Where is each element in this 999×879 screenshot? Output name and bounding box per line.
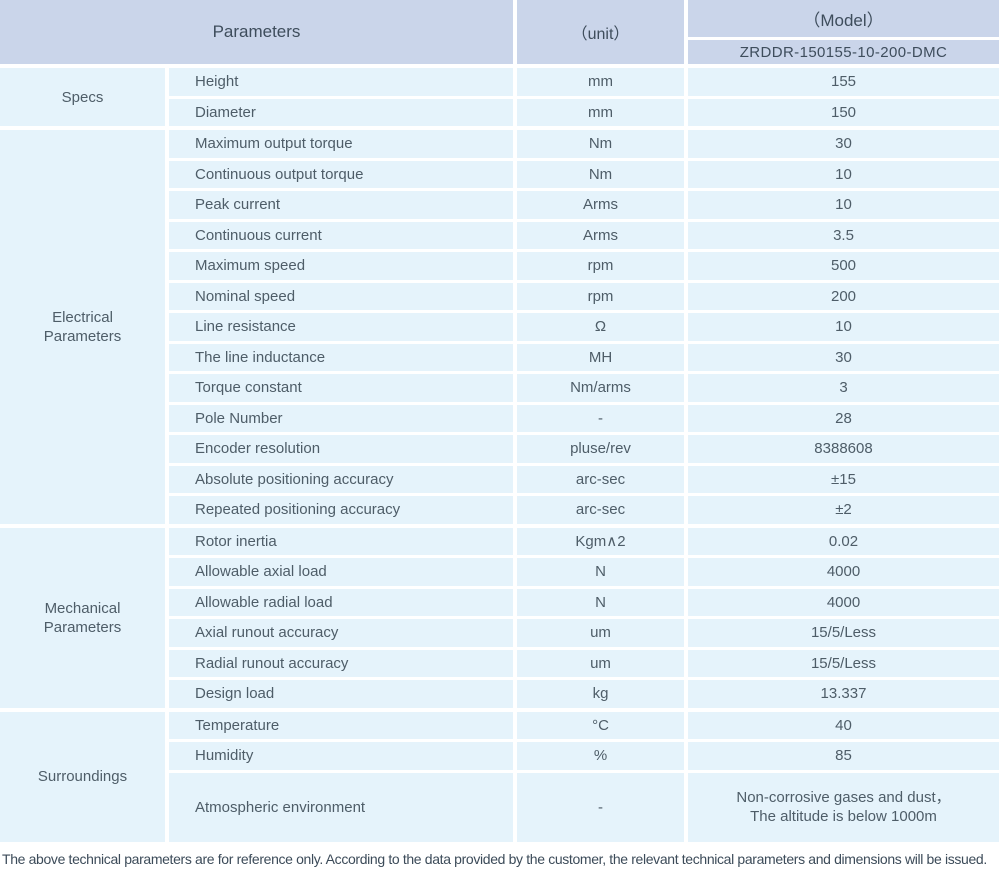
unit-cell: - — [517, 404, 684, 432]
value-cell: ±2 — [688, 496, 999, 524]
value-cell: 15/5/Less — [688, 619, 999, 647]
header-model: （Model） — [688, 0, 999, 37]
value-cell: 150 — [688, 98, 999, 126]
param-name-cell: Line resistance — [169, 313, 513, 341]
value-cell: 30 — [688, 343, 999, 371]
header-parameters: Parameters — [0, 0, 513, 64]
header-model-number: ZRDDR-150155-10-200-DMC — [688, 40, 999, 64]
param-name-cell: Absolute positioning accuracy — [169, 465, 513, 493]
unit-cell: um — [517, 649, 684, 677]
value-cell: 8388608 — [688, 435, 999, 463]
unit-cell: % — [517, 742, 684, 770]
unit-cell: um — [517, 619, 684, 647]
unit-cell: Ω — [517, 313, 684, 341]
value-cell: 3.5 — [688, 221, 999, 249]
unit-cell: mm — [517, 68, 684, 96]
value-line: Non-corrosive gases and dust， — [736, 789, 951, 806]
group-label: Specs — [0, 68, 165, 126]
param-name-cell: Repeated positioning accuracy — [169, 496, 513, 524]
group-label: Surroundings — [0, 711, 165, 842]
value-cell: Non-corrosive gases and dust， The altitud… — [688, 772, 999, 842]
param-name-cell: Atmospheric environment — [169, 772, 513, 842]
value-cell: 10 — [688, 160, 999, 188]
param-name-cell: Peak current — [169, 191, 513, 219]
value-cell: 0.02 — [688, 527, 999, 555]
table-group: Surroundings Temperature °C 40 Humidity% 85 At… — [0, 711, 999, 842]
value-cell: 85 — [688, 742, 999, 770]
table-group: Mechanical Parameters Rotor inertia Kgm∧2 0… — [0, 527, 999, 708]
footer-note: The above technical parameters are for r… — [2, 850, 987, 867]
param-name-cell: Allowable radial load — [169, 588, 513, 616]
value-cell: 4000 — [688, 588, 999, 616]
value-cell: 15/5/Less — [688, 649, 999, 677]
table-header: Parameters （unit） （Model） ZRDDR-150155-1… — [0, 0, 999, 64]
table-body: Specs Height mm 155 Diameter mm 150 Electrical … — [0, 68, 999, 842]
unit-cell: Arms — [517, 221, 684, 249]
param-name-cell: Diameter — [169, 98, 513, 126]
unit-cell: rpm — [517, 282, 684, 310]
unit-cell: - — [517, 772, 684, 842]
unit-cell: °C — [517, 711, 684, 739]
value-cell: 10 — [688, 313, 999, 341]
value-cell: 30 — [688, 130, 999, 158]
value-cell: 4000 — [688, 558, 999, 586]
unit-cell: rpm — [517, 252, 684, 280]
value-cell: 13.337 — [688, 680, 999, 708]
value-cell: 28 — [688, 404, 999, 432]
unit-cell: Arms — [517, 191, 684, 219]
param-name-cell: Encoder resolution — [169, 435, 513, 463]
param-name-cell: Height — [169, 68, 513, 96]
param-name-cell: Nominal speed — [169, 282, 513, 310]
unit-cell: Nm — [517, 160, 684, 188]
param-name-cell: Torque constant — [169, 374, 513, 402]
unit-cell: N — [517, 558, 684, 586]
param-name-cell: Rotor inertia — [169, 527, 513, 555]
param-name-cell: Design load — [169, 680, 513, 708]
param-name-cell: Continuous current — [169, 221, 513, 249]
value-cell: 40 — [688, 711, 999, 739]
unit-cell: MH — [517, 343, 684, 371]
unit-cell: Kgm∧2 — [517, 527, 684, 555]
param-name-cell: Maximum speed — [169, 252, 513, 280]
group-label: Mechanical Parameters — [0, 527, 165, 708]
unit-cell: kg — [517, 680, 684, 708]
value-cell: 200 — [688, 282, 999, 310]
value-cell: 500 — [688, 252, 999, 280]
table-group: Electrical Parameters Maximum output torq… — [0, 130, 999, 524]
param-name-cell: Axial runout accuracy — [169, 619, 513, 647]
param-name-cell: Continuous output torque — [169, 160, 513, 188]
param-name-cell: Pole Number — [169, 404, 513, 432]
table-group: Specs Height mm 155 Diameter mm 150 — [0, 68, 999, 126]
unit-cell: mm — [517, 98, 684, 126]
param-name-cell: Temperature — [169, 711, 513, 739]
param-name-cell: Allowable axial load — [169, 558, 513, 586]
header-unit: （unit） — [517, 0, 684, 64]
value-cell: ±15 — [688, 465, 999, 493]
param-name-cell: The line inductance — [169, 343, 513, 371]
value-line: The altitude is below 1000m — [750, 808, 937, 825]
group-label: Electrical Parameters — [0, 130, 165, 524]
param-name-cell: Radial runout accuracy — [169, 649, 513, 677]
unit-cell: N — [517, 588, 684, 616]
unit-cell: arc-sec — [517, 465, 684, 493]
value-cell: 3 — [688, 374, 999, 402]
unit-cell: Nm — [517, 130, 684, 158]
unit-cell: Nm/arms — [517, 374, 684, 402]
value-cell: 155 — [688, 68, 999, 96]
unit-cell: arc-sec — [517, 496, 684, 524]
param-name-cell: Humidity — [169, 742, 513, 770]
unit-cell: pluse/rev — [517, 435, 684, 463]
param-name-cell: Maximum output torque — [169, 130, 513, 158]
value-cell: 10 — [688, 191, 999, 219]
